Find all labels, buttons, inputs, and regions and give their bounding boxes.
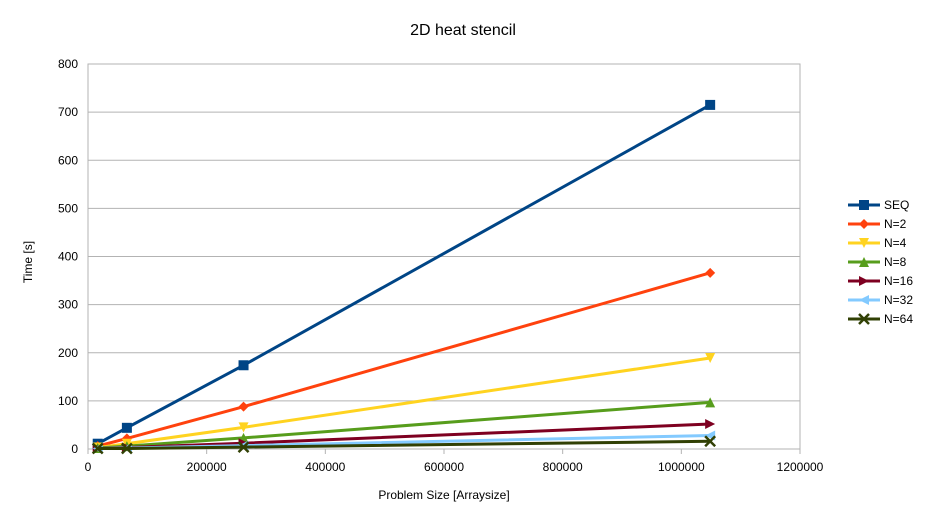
legend-marker: [858, 313, 870, 325]
legend-label: N=8: [884, 255, 907, 269]
data-point: [121, 422, 132, 433]
y-tick-label: 700: [58, 105, 78, 119]
data-point: [91, 442, 104, 455]
data-point: [705, 353, 716, 364]
legend-marker: [859, 238, 869, 248]
series-seq: [92, 99, 716, 449]
series-line: [97, 271, 711, 448]
y-axis-label: Time [s]: [21, 241, 35, 283]
x-tick-label: 400000: [305, 460, 345, 474]
data-point: [705, 267, 716, 278]
series-n-2: [92, 267, 716, 452]
legend: SEQ N=2 N=4 N=8 N=16 N=32 N=64: [848, 198, 913, 326]
legend-label: N=16: [884, 274, 913, 288]
series-line: [97, 356, 711, 450]
legend-item: N=4: [848, 236, 907, 250]
legend-marker: [859, 219, 869, 229]
x-tick-label: 600000: [424, 460, 464, 474]
legend-marker: [859, 200, 869, 210]
y-tick-label: 100: [58, 394, 78, 408]
plot-area-border: [87, 63, 801, 450]
chart-title: 2D heat stencil: [410, 22, 516, 39]
series-line: [97, 103, 711, 446]
series-line: [97, 439, 711, 451]
y-tick-label: 400: [58, 250, 78, 264]
data-point: [704, 435, 717, 448]
series-group: [91, 99, 717, 455]
legend-item: SEQ: [848, 198, 909, 212]
legend-marker: [859, 276, 869, 286]
y-tick-label: 800: [58, 57, 78, 71]
data-point: [705, 99, 716, 110]
legend-label: N=4: [884, 236, 907, 250]
legend-item: N=2: [848, 217, 907, 231]
legend-label: N=64: [884, 312, 913, 326]
legend-marker: [859, 295, 869, 305]
x-tick-label: 1200000: [777, 460, 824, 474]
data-point: [705, 418, 716, 429]
data-point: [238, 422, 249, 433]
y-tick-label: 500: [58, 201, 78, 215]
series-n-64: [91, 435, 717, 455]
legend-marker: [859, 257, 869, 267]
legend-item: N=8: [848, 255, 907, 269]
data-point: [121, 442, 133, 455]
x-tick-label: 800000: [543, 460, 583, 474]
legend-item: N=32: [848, 293, 913, 307]
grid-lines: [87, 63, 801, 454]
data-point: [238, 401, 249, 412]
x-tick-labels: 0 200000 400000 600000 800000 1000000 1200000: [85, 460, 824, 474]
legend-item: N=64: [848, 312, 913, 326]
y-tick-label: 300: [58, 298, 78, 312]
x-tick-label: 1000000: [658, 460, 705, 474]
y-tick-label: 600: [58, 153, 78, 167]
x-tick-label: 200000: [187, 460, 227, 474]
legend-label: N=2: [884, 217, 907, 231]
y-tick-label: 0: [71, 442, 78, 456]
data-point: [238, 360, 249, 371]
legend-item: N=16: [848, 274, 913, 288]
y-tick-labels: 0 100 200 300 400 500 600 700 800: [58, 57, 78, 456]
legend-label: N=32: [884, 293, 913, 307]
y-tick-label: 200: [58, 346, 78, 360]
x-tick-label: 0: [85, 460, 92, 474]
data-point: [705, 397, 716, 408]
x-axis-label: Problem Size [Arraysize]: [378, 488, 509, 502]
legend-label: SEQ: [884, 198, 909, 212]
data-point: [237, 441, 250, 453]
